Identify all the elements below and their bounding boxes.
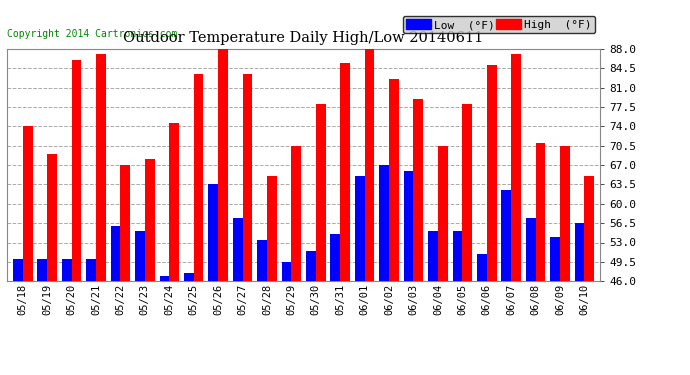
Bar <box>389 79 399 281</box>
Bar <box>380 165 389 281</box>
Bar <box>121 165 130 281</box>
Bar <box>159 276 169 281</box>
Bar <box>355 176 364 281</box>
Bar <box>550 237 560 281</box>
Bar <box>584 176 594 281</box>
Bar <box>218 46 228 281</box>
Text: Copyright 2014 Cartronics.com: Copyright 2014 Cartronics.com <box>7 30 177 39</box>
Bar <box>331 234 340 281</box>
Bar <box>535 143 545 281</box>
Bar <box>364 49 375 281</box>
Title: Outdoor Temperature Daily High/Low 20140611: Outdoor Temperature Daily High/Low 20140… <box>124 31 484 45</box>
Bar <box>340 63 350 281</box>
Bar <box>477 254 486 281</box>
Bar <box>62 259 72 281</box>
Bar <box>243 74 253 281</box>
Bar <box>291 146 301 281</box>
Bar <box>110 226 121 281</box>
Bar <box>23 126 32 281</box>
Bar <box>306 251 316 281</box>
Bar <box>47 154 57 281</box>
Bar <box>486 65 497 281</box>
Bar <box>184 273 194 281</box>
Bar <box>13 259 23 281</box>
Bar <box>282 262 291 281</box>
Bar <box>316 104 326 281</box>
Bar <box>194 74 204 281</box>
Bar <box>438 146 448 281</box>
Bar <box>404 171 413 281</box>
Bar <box>169 123 179 281</box>
Bar <box>526 217 535 281</box>
Bar <box>135 231 145 281</box>
Bar <box>96 54 106 281</box>
Bar <box>453 231 462 281</box>
Bar <box>233 217 243 281</box>
Bar <box>511 54 521 281</box>
Bar <box>462 104 472 281</box>
Bar <box>502 190 511 281</box>
Bar <box>575 223 584 281</box>
Bar <box>267 176 277 281</box>
Bar <box>413 99 423 281</box>
Bar <box>37 259 47 281</box>
Bar <box>145 159 155 281</box>
Legend: Low  (°F), High  (°F): Low (°F), High (°F) <box>403 16 595 33</box>
Bar <box>72 60 81 281</box>
Bar <box>208 184 218 281</box>
Bar <box>560 146 570 281</box>
Bar <box>86 259 96 281</box>
Bar <box>257 240 267 281</box>
Bar <box>428 231 438 281</box>
